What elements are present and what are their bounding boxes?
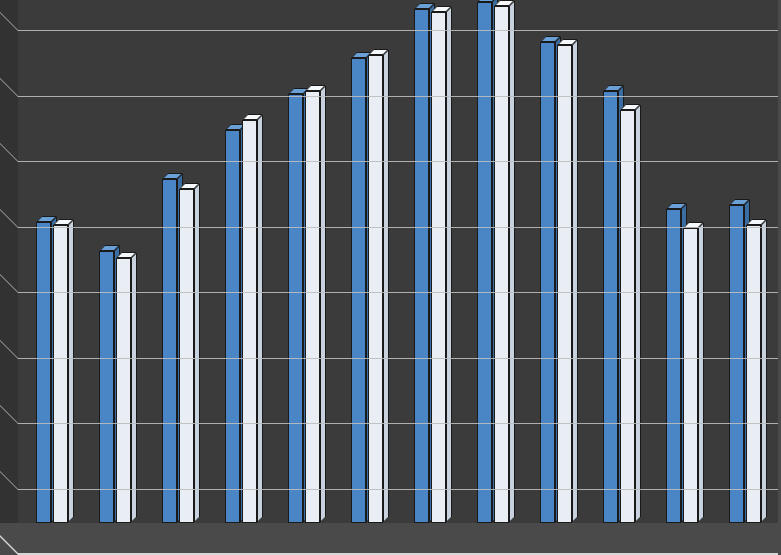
bar-series-a (729, 205, 744, 523)
gridline (18, 30, 778, 31)
bar-series-b (116, 258, 131, 523)
bar-series-b (242, 120, 257, 523)
chart-side-wall (0, 0, 18, 523)
bar-series-a (162, 179, 177, 523)
bar-series-b (494, 6, 509, 523)
bar-series-a (666, 209, 681, 523)
bar-series-a (603, 91, 618, 523)
bar-series-a (351, 58, 366, 523)
bar-series-a (540, 42, 555, 523)
bar-series-b (368, 55, 383, 523)
gridline (18, 489, 778, 490)
bar-series-b (746, 225, 761, 523)
gridline (18, 423, 778, 424)
gridline (18, 358, 778, 359)
gridline (18, 292, 778, 293)
bar-series-a (225, 130, 240, 523)
gridline (18, 161, 778, 162)
bar-series-a (288, 94, 303, 523)
bar-series-b (557, 45, 572, 523)
bar-series-b (305, 91, 320, 523)
chart-plot-area (18, 0, 778, 523)
bar-series-b (179, 189, 194, 523)
gridline (18, 96, 778, 97)
bar-series-b (431, 12, 446, 523)
bar-series-a (414, 9, 429, 523)
bar-series-a (477, 2, 492, 523)
bar-series-b (53, 225, 68, 523)
bar-series-b (620, 110, 635, 523)
bar-series-b (683, 228, 698, 523)
gridline (18, 227, 778, 228)
bar-series-a (36, 222, 51, 523)
